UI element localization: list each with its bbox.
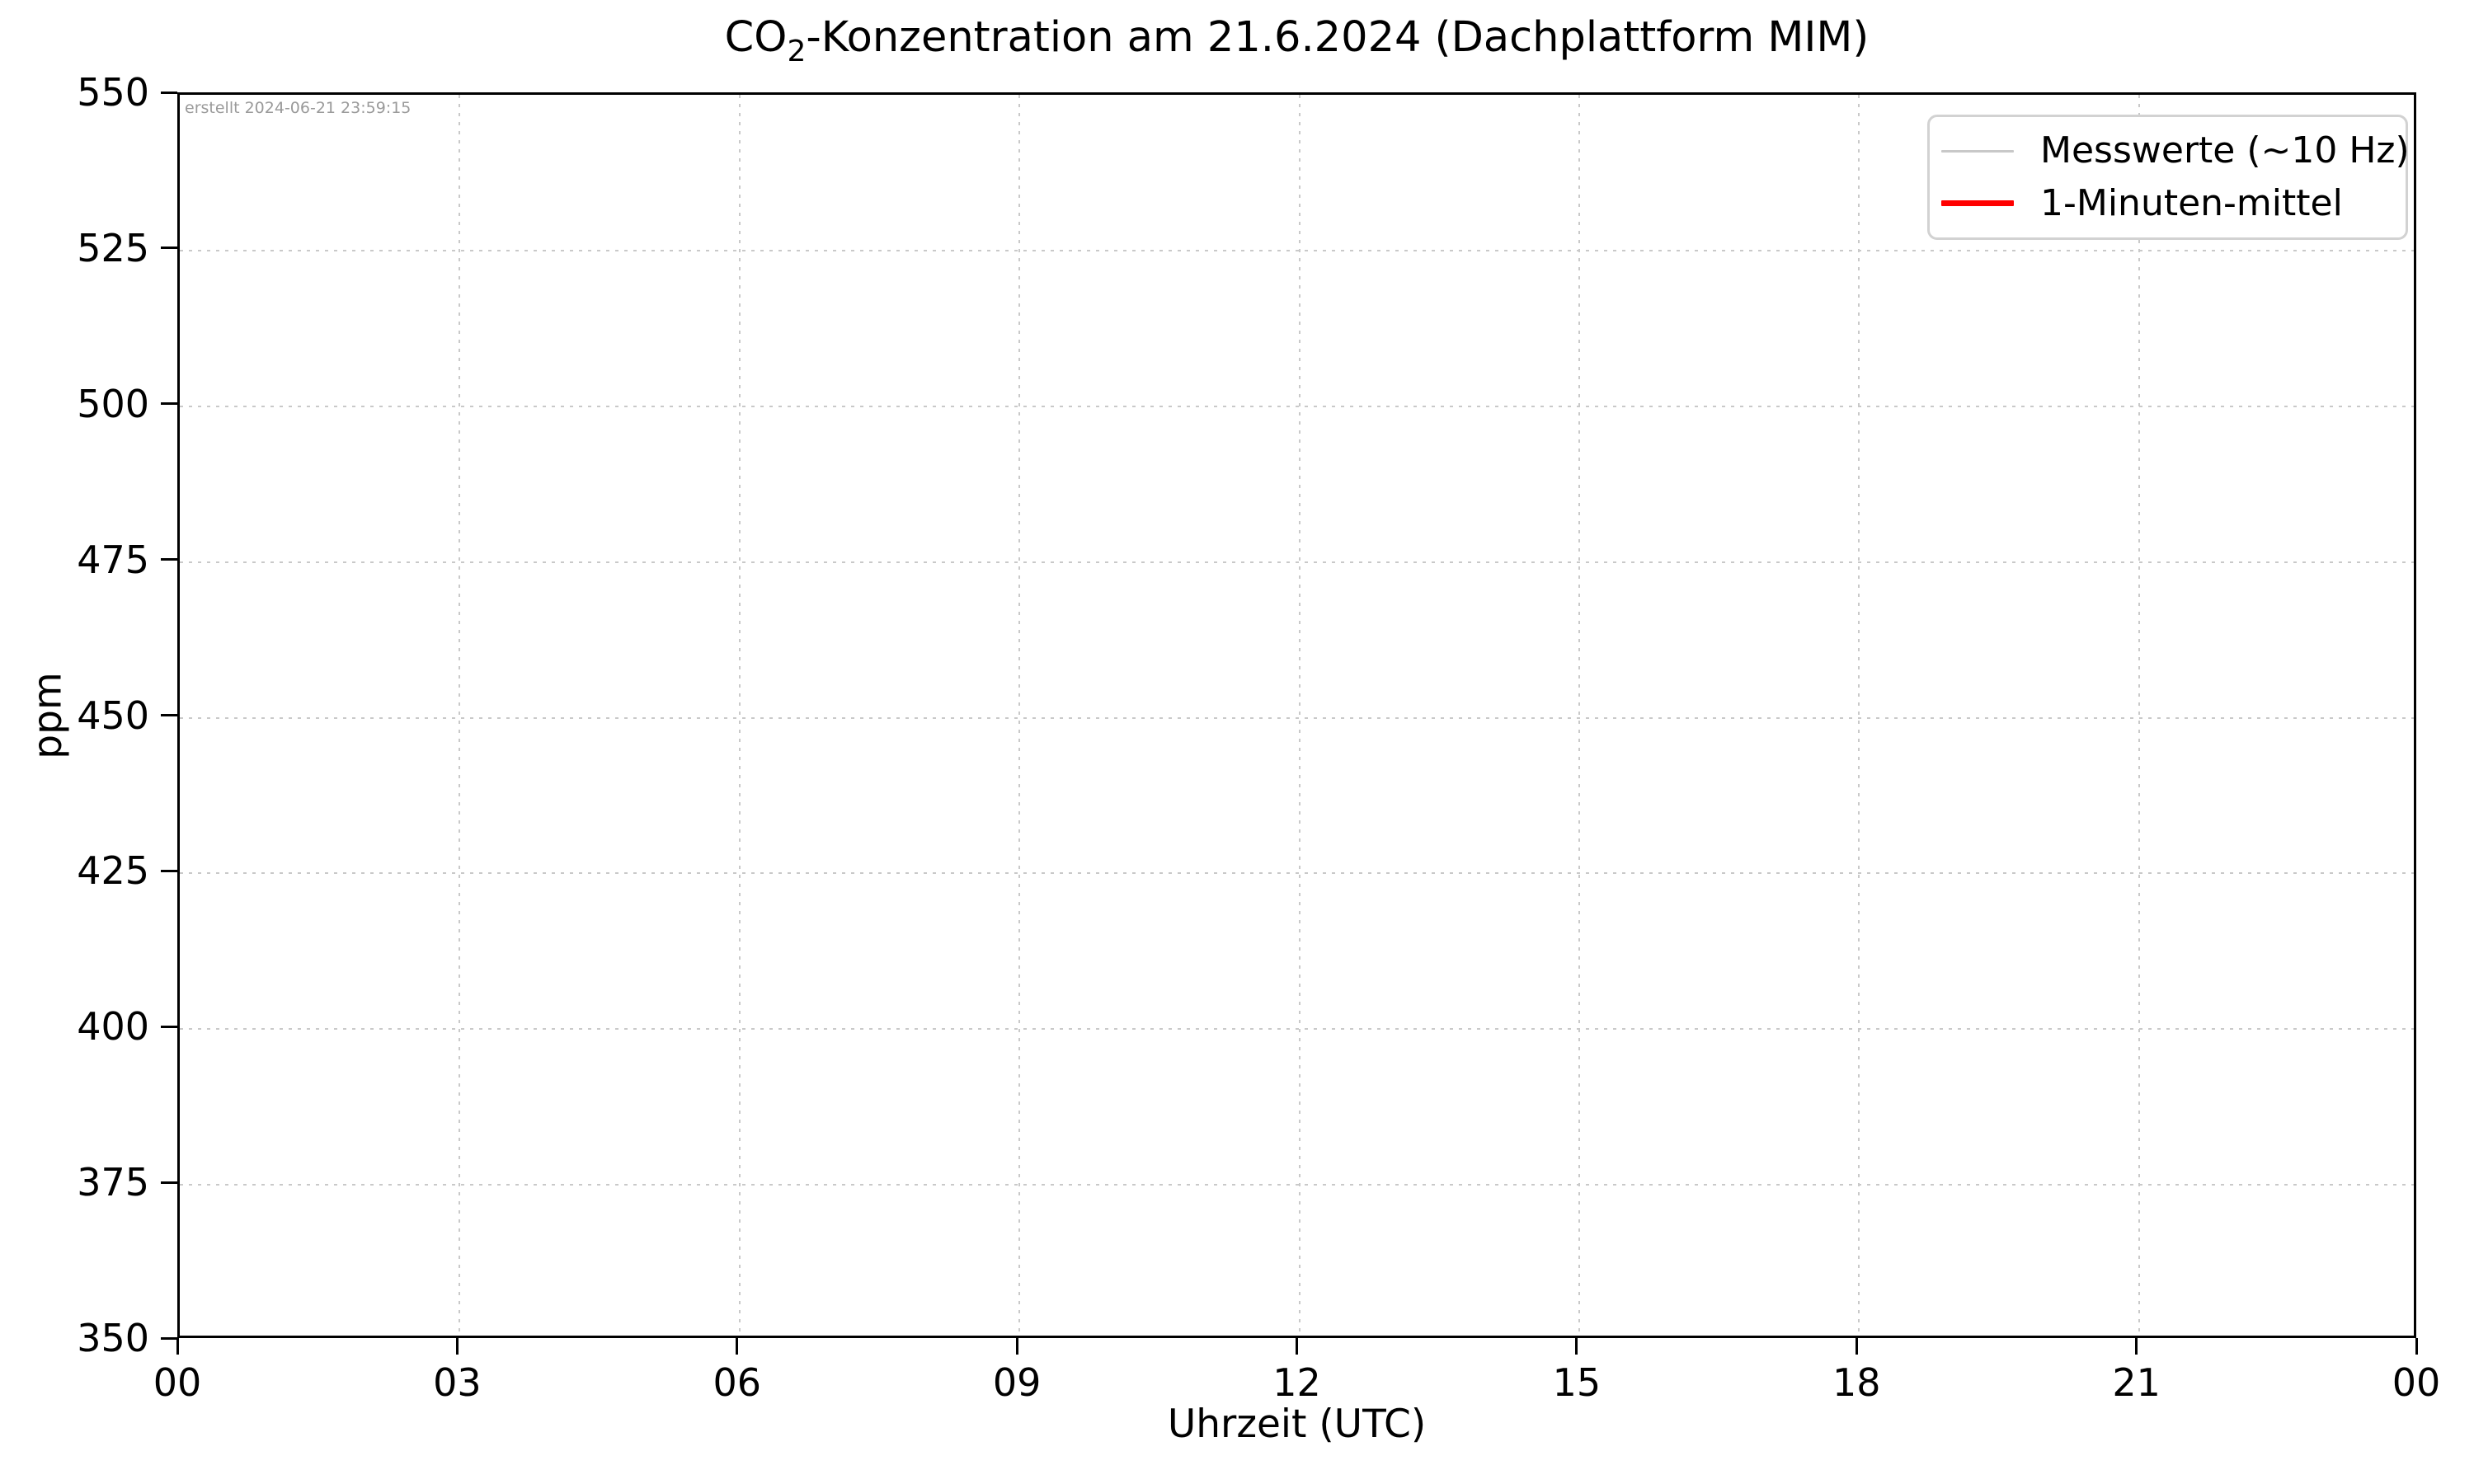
legend-line-sample [1941,200,2014,207]
y-tick-label: 525 [77,225,149,270]
x-tick-label: 00 [153,1360,202,1405]
gridline-vertical [1018,95,1021,1336]
x-tick-label: 09 [992,1360,1042,1405]
x-tick-mark [2135,1338,2138,1355]
x-tick-mark [1296,1338,1298,1355]
x-tick-label: 12 [1272,1360,1321,1405]
y-tick-mark [161,402,177,406]
x-tick-label: 06 [713,1360,762,1405]
legend-row: 1-Minuten-mittel [1941,182,2392,225]
gridline-horizontal [180,405,2414,407]
y-tick-mark [161,91,177,94]
gridline-vertical [1858,95,1860,1336]
x-tick-label: 21 [2112,1360,2161,1405]
y-tick-label: 400 [77,1004,149,1050]
y-tick-label: 500 [77,381,149,426]
gridline-vertical [1298,95,1300,1336]
chart-title: CO2-Konzentration am 21.6.2024 (Dachplat… [177,13,2416,68]
y-tick-mark [161,1336,177,1340]
chart-title-suffix: -Konzentration am 21.6.2024 (Dachplattfo… [806,13,1870,62]
x-tick-mark [1855,1338,1858,1355]
gridline-horizontal [180,249,2414,251]
y-tick-mark [161,869,177,872]
y-tick-label: 550 [77,70,149,115]
gridline-vertical [2138,95,2140,1336]
legend-label: Messwerte (~10 Hz) [2040,129,2410,172]
y-tick-label: 375 [77,1160,149,1205]
gridline-horizontal [180,872,2414,875]
y-tick-label: 425 [77,848,149,894]
chart-title-prefix: CO [724,13,788,62]
y-tick-mark [161,247,177,250]
y-tick-label: 350 [77,1316,149,1360]
x-tick-label: 15 [1552,1360,1602,1405]
y-tick-mark [161,714,177,716]
legend-line-sample [1941,149,2014,153]
x-tick-label: 18 [1832,1360,1881,1405]
gridline-horizontal [180,1184,2414,1186]
legend-row: Messwerte (~10 Hz) [1941,129,2410,172]
gridline-horizontal [180,716,2414,719]
gridline-vertical [1578,95,1580,1336]
y-axis-label: ppm [25,672,71,759]
y-tick-label: 450 [77,693,149,738]
x-axis-label: Uhrzeit (UTC) [1167,1402,1427,1447]
x-tick-mark [1015,1338,1018,1355]
x-tick-mark [2415,1338,2418,1355]
created-timestamp-note: erstellt 2024-06-21 23:59:15 [185,99,412,117]
gridline-vertical [738,95,741,1336]
x-tick-mark [176,1338,179,1355]
gridline-horizontal [180,1028,2414,1031]
legend: Messwerte (~10 Hz) 1-Minuten-mittel [1927,115,2410,240]
plot-area [177,92,2416,1338]
y-tick-mark [161,1025,177,1028]
y-tick-label: 475 [77,537,149,582]
gridline-horizontal [180,561,2414,563]
x-tick-label: 03 [433,1360,482,1405]
gridline-vertical [459,95,461,1336]
y-tick-mark [161,558,177,561]
legend-label: 1-Minuten-mittel [2040,181,2343,224]
y-tick-mark [161,1181,177,1184]
chart-title-subscript: 2 [787,35,807,68]
x-tick-mark [455,1338,459,1355]
x-tick-mark [1575,1338,1578,1355]
x-tick-mark [736,1338,739,1355]
x-tick-label: 00 [2392,1360,2441,1405]
